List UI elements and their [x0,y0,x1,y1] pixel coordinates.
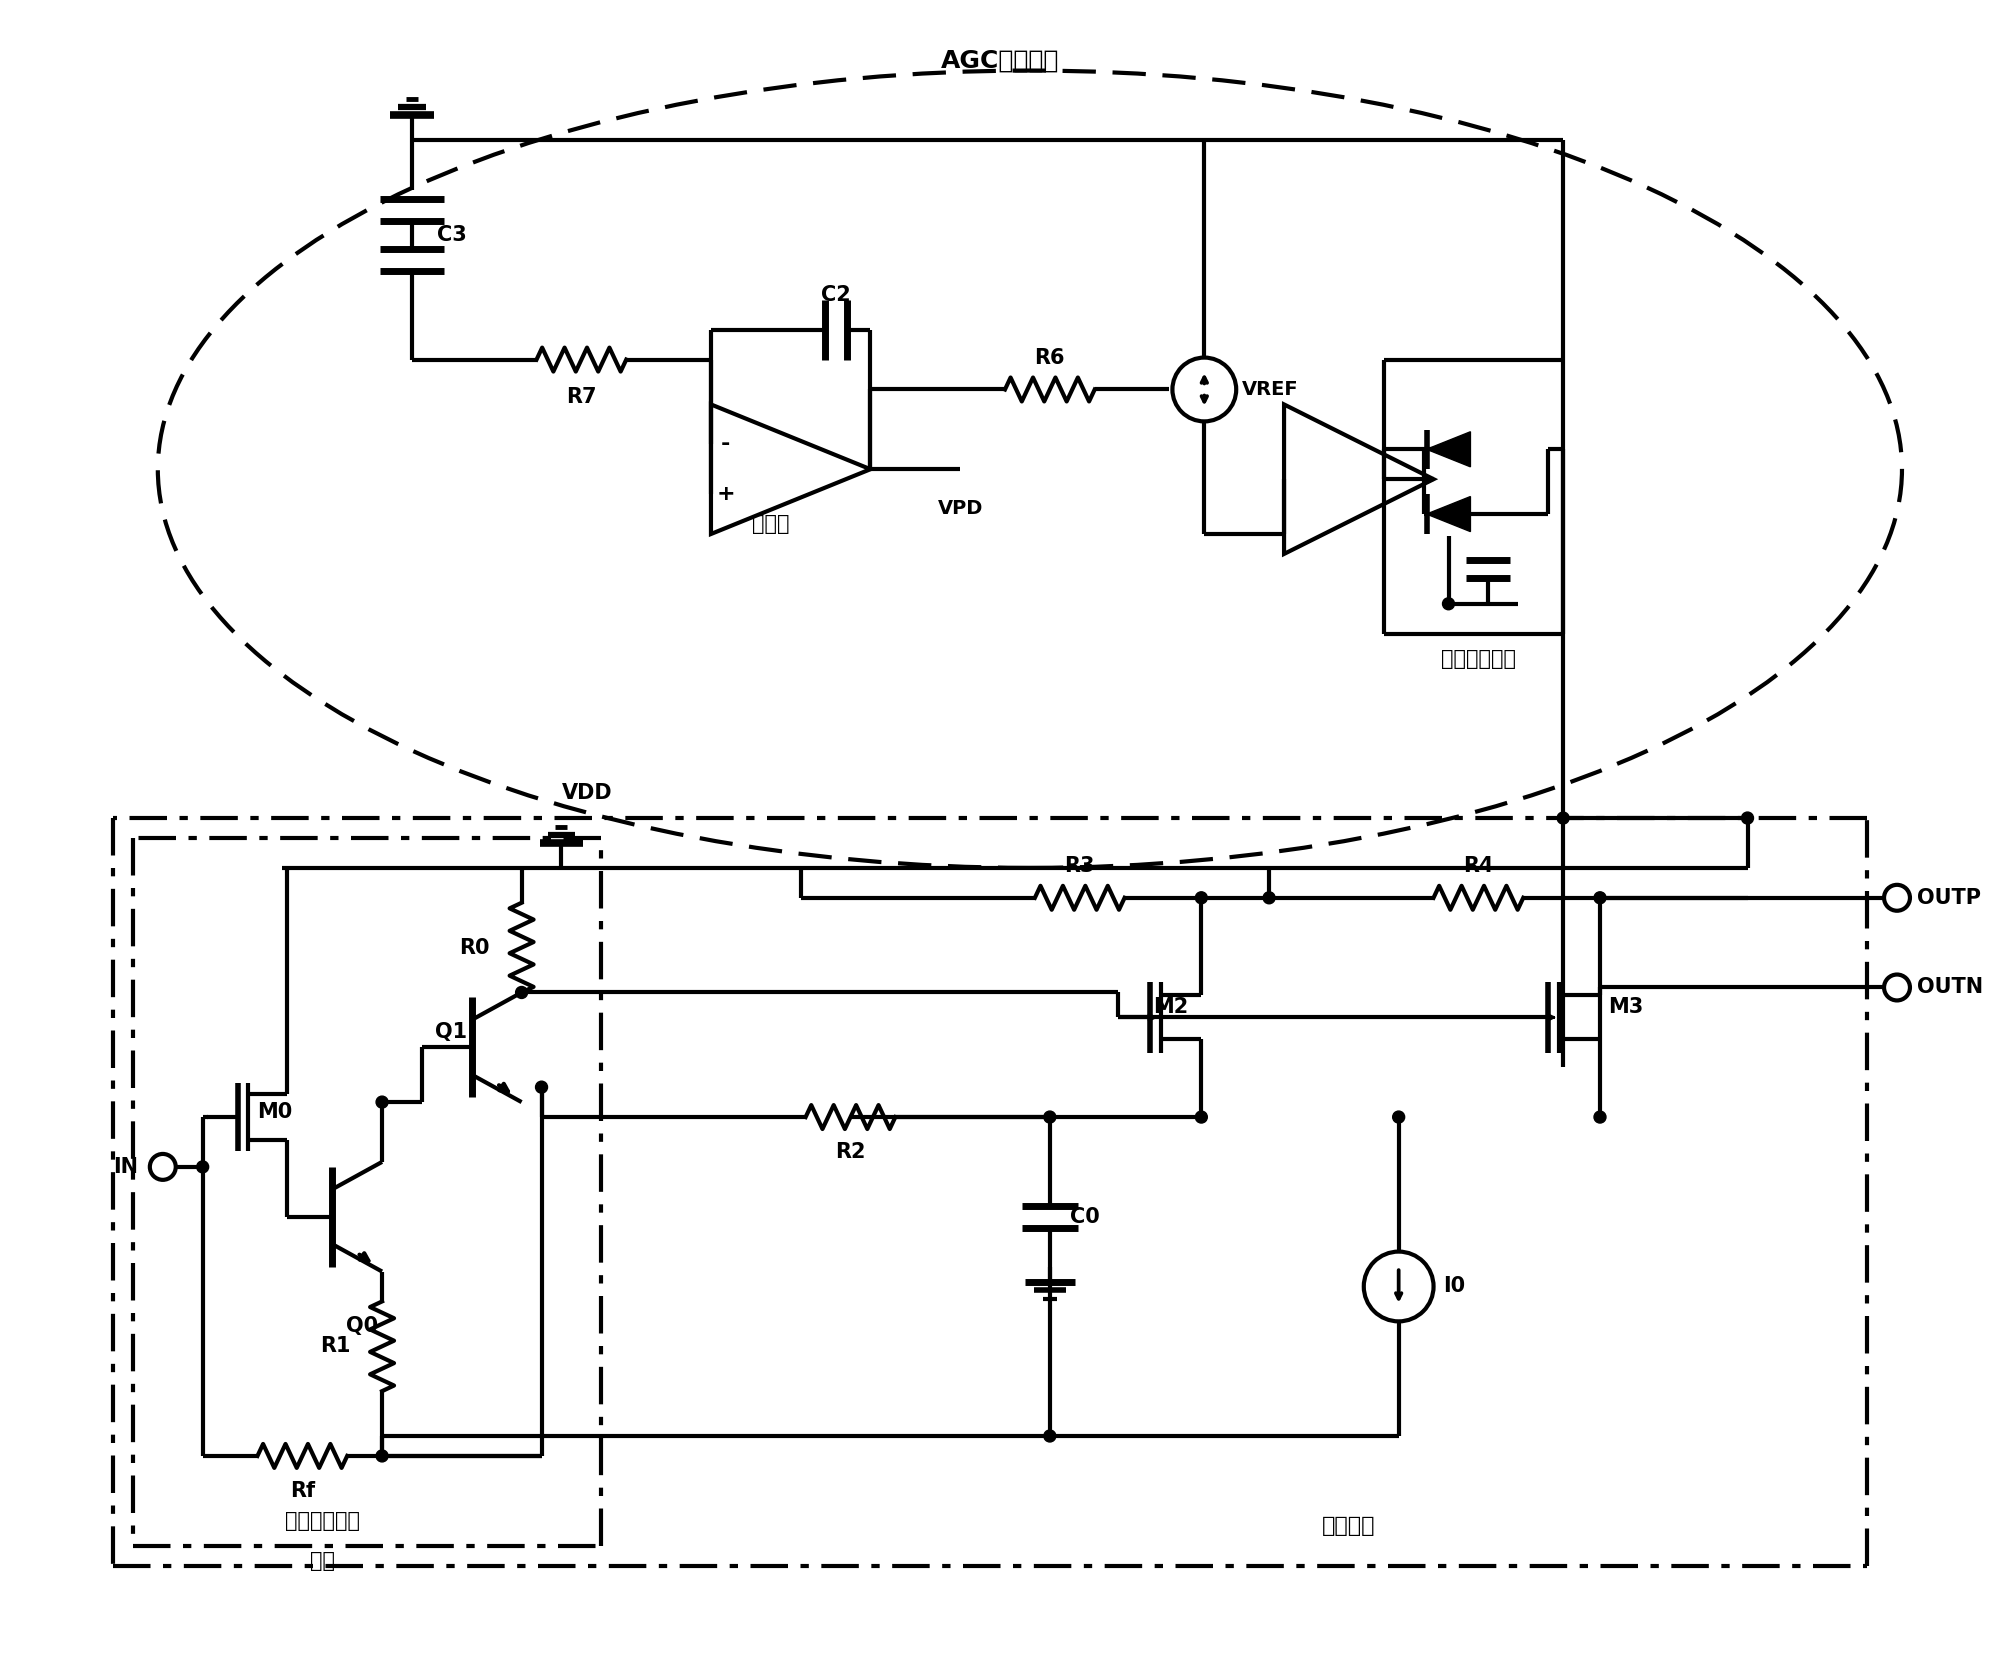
Text: OUTP: OUTP [1917,887,1981,907]
Text: R7: R7 [566,387,596,407]
Text: +: + [716,484,734,504]
Circle shape [376,1096,388,1108]
Polygon shape [1427,432,1471,467]
Circle shape [1263,892,1275,904]
Text: I0: I0 [1443,1276,1465,1296]
Circle shape [196,1161,208,1173]
Polygon shape [1427,497,1471,532]
Text: M3: M3 [1609,997,1643,1017]
Text: -: - [720,434,730,454]
Text: VDD: VDD [562,784,612,802]
Circle shape [1557,812,1569,824]
Text: 比较器: 比较器 [752,514,790,534]
Circle shape [1195,1111,1207,1123]
Text: R3: R3 [1065,856,1095,876]
Text: Rf: Rf [290,1481,314,1501]
Text: Q0: Q0 [346,1316,378,1336]
Circle shape [1595,892,1607,904]
Text: 峰值检测电路: 峰值检测电路 [1441,649,1517,669]
Circle shape [1045,1111,1057,1123]
Circle shape [1741,812,1753,824]
Text: 跨阻放大前端: 跨阻放大前端 [284,1511,360,1531]
Text: C3: C3 [436,225,466,245]
Text: M2: M2 [1153,997,1189,1017]
Text: R1: R1 [320,1336,350,1356]
Circle shape [1195,892,1207,904]
Circle shape [1595,1111,1607,1123]
Text: IN: IN [112,1158,138,1178]
Circle shape [516,986,528,999]
Text: 分相电路: 分相电路 [1323,1516,1375,1536]
Text: C2: C2 [820,285,850,305]
Text: M0: M0 [258,1103,292,1123]
Text: VREF: VREF [1243,380,1299,399]
Text: R0: R0 [458,937,490,957]
Text: R6: R6 [1035,347,1065,367]
Text: AGC反馈网络: AGC反馈网络 [940,48,1059,73]
Text: VPD: VPD [936,499,982,519]
Circle shape [1045,1429,1057,1441]
Circle shape [376,1449,388,1461]
Text: C0: C0 [1071,1206,1099,1226]
Circle shape [536,1081,548,1093]
Text: OUTN: OUTN [1917,977,1983,997]
Circle shape [1393,1111,1405,1123]
Text: 电路: 电路 [310,1551,334,1571]
Text: Q1: Q1 [434,1022,466,1042]
Circle shape [1443,597,1455,610]
Text: R2: R2 [834,1143,866,1163]
Text: R4: R4 [1463,856,1493,876]
